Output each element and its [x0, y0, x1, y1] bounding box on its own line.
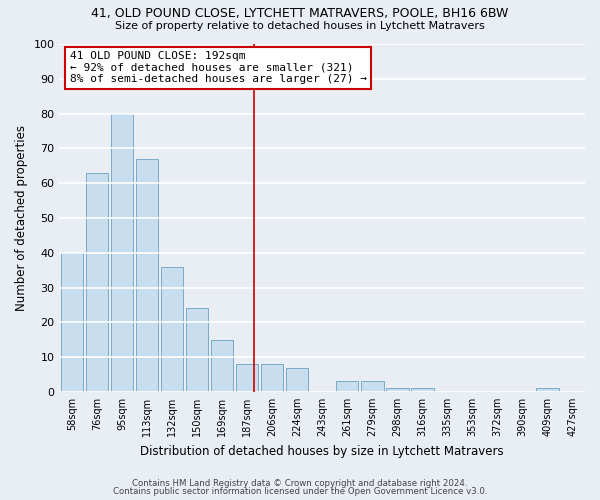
Bar	[186, 308, 208, 392]
Bar	[86, 172, 108, 392]
Bar	[161, 266, 184, 392]
Bar	[136, 159, 158, 392]
Text: 41 OLD POUND CLOSE: 192sqm
← 92% of detached houses are smaller (321)
8% of semi: 41 OLD POUND CLOSE: 192sqm ← 92% of deta…	[70, 51, 367, 84]
Bar	[411, 388, 434, 392]
Text: Size of property relative to detached houses in Lytchett Matravers: Size of property relative to detached ho…	[115, 21, 485, 31]
Bar	[361, 382, 383, 392]
Text: Contains public sector information licensed under the Open Government Licence v3: Contains public sector information licen…	[113, 487, 487, 496]
Bar	[386, 388, 409, 392]
Bar	[61, 253, 83, 392]
Bar	[286, 368, 308, 392]
Y-axis label: Number of detached properties: Number of detached properties	[15, 125, 28, 311]
Text: 41, OLD POUND CLOSE, LYTCHETT MATRAVERS, POOLE, BH16 6BW: 41, OLD POUND CLOSE, LYTCHETT MATRAVERS,…	[91, 8, 509, 20]
Bar	[211, 340, 233, 392]
Bar	[236, 364, 259, 392]
Bar	[261, 364, 283, 392]
Bar	[336, 382, 358, 392]
Text: Contains HM Land Registry data © Crown copyright and database right 2024.: Contains HM Land Registry data © Crown c…	[132, 478, 468, 488]
Bar	[536, 388, 559, 392]
Bar	[111, 114, 133, 392]
X-axis label: Distribution of detached houses by size in Lytchett Matravers: Distribution of detached houses by size …	[140, 444, 504, 458]
